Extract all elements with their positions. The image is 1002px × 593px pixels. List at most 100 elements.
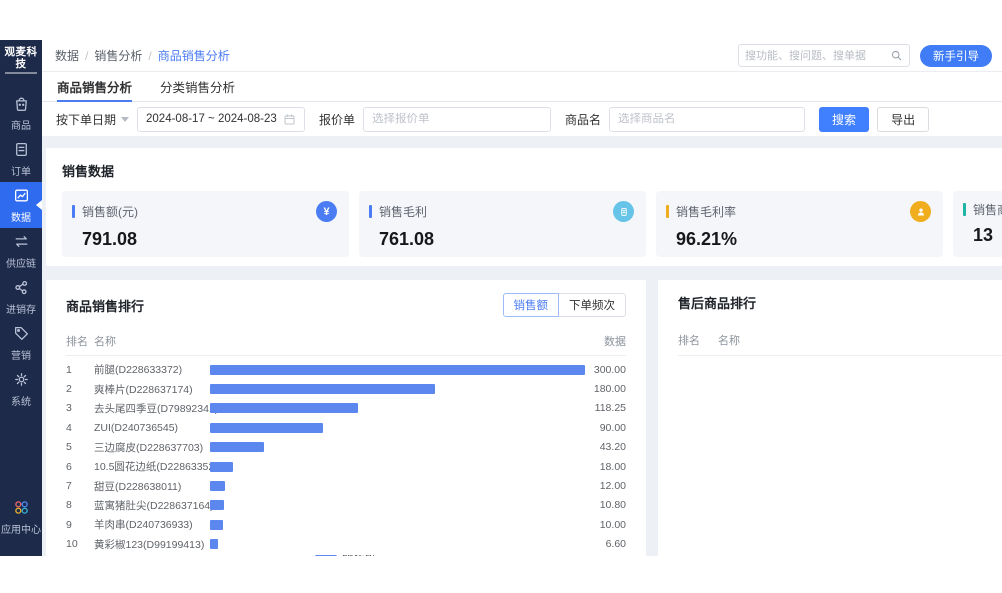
- tab-0[interactable]: 商品销售分析: [57, 72, 133, 102]
- aftersale-column-headers: 排名 名称: [678, 332, 1002, 356]
- ranking-column-headers: 排名 名称 数据: [66, 333, 626, 356]
- ranking-row-6: 6 10.5圆花边纸(D228633527) 18.00: [66, 457, 626, 476]
- date-type-select[interactable]: 按下单日期: [56, 111, 130, 128]
- ranking-row-5: 5 三边腐皮(D228637703) 43.20: [66, 438, 626, 457]
- ranking-row-1: 1 前腿(D228633372) 300.00: [66, 360, 626, 379]
- sales-bar[interactable]: [210, 403, 358, 414]
- stat-accent-bar: [666, 205, 669, 218]
- sales-bar[interactable]: [210, 539, 218, 550]
- guide-button[interactable]: 新手引导: [920, 44, 992, 67]
- aftersale-title: 售后商品排行: [678, 296, 757, 311]
- aftersale-col-rank: 排名: [678, 335, 700, 347]
- stat-card-2: 销售毛利率 96.21%: [656, 191, 943, 257]
- doc-icon: [613, 201, 634, 222]
- system-icon: [13, 371, 30, 393]
- date-range-picker[interactable]: [137, 106, 306, 132]
- aftersale-ranking-panel: 售后商品排行 排名 名称: [658, 280, 1002, 556]
- rank-number: 7: [66, 480, 72, 493]
- ranking-panels-row: 商品销售排行 销售额 下单频次 排名 名称 数据 1 前腿(D228633372) 3…: [46, 280, 1002, 556]
- export-button[interactable]: 导出: [877, 106, 930, 132]
- sidebar-item-6[interactable]: 系统: [0, 366, 42, 412]
- brand-logo: 观麦科技: [0, 40, 42, 78]
- ranking-row-7: 7 甜豆(D228638011) 12.00: [66, 476, 626, 495]
- ranking-row-10: 10 黄彩椒123(D99199413) 6.60: [66, 535, 626, 554]
- col-rank-header: 排名: [66, 336, 88, 348]
- sales-value: 180.00: [593, 383, 626, 396]
- sidebar-item-0[interactable]: 商品: [0, 90, 42, 136]
- stat-value: 791.08: [82, 229, 138, 249]
- sales-bar[interactable]: [210, 461, 233, 472]
- marketing-icon: [13, 325, 30, 347]
- sidebar-item-label: 进销存: [6, 304, 36, 316]
- sidebar-item-3[interactable]: 供应链: [0, 228, 42, 274]
- global-search[interactable]: [738, 44, 910, 67]
- chart-legend[interactable]: 销售额: [315, 554, 377, 556]
- breadcrumb-separator: /: [148, 48, 152, 63]
- sidebar-item-label: 营销: [11, 350, 31, 362]
- breadcrumb-item[interactable]: 商品销售分析: [157, 49, 230, 63]
- sidebar-item-4[interactable]: 进销存: [0, 274, 42, 320]
- sidebar-item-label: 系统: [11, 396, 31, 408]
- stat-card-top: 销售毛利率: [666, 201, 931, 222]
- global-search-input[interactable]: [745, 49, 890, 62]
- sales-value: 43.20: [599, 441, 626, 454]
- stat-accent-bar: [72, 205, 75, 218]
- stat-card-3: 销售商品数 13: [953, 191, 1002, 257]
- app-center-icon: [13, 499, 30, 521]
- breadcrumb: 数据 / 销售分析 / 商品销售分析: [55, 47, 230, 64]
- tabs-bar: 商品销售分析 分类销售分析: [42, 72, 1002, 102]
- product-select-input[interactable]: [618, 113, 797, 125]
- sales-bar[interactable]: [210, 500, 224, 511]
- topbar-right: 新手引导: [738, 44, 992, 67]
- aftersale-col-name: 名称: [718, 335, 740, 347]
- stat-value: 13: [973, 225, 994, 245]
- sidebar-item-1[interactable]: 订单: [0, 136, 42, 182]
- sales-bar[interactable]: [210, 422, 323, 433]
- person-icon: [910, 201, 931, 222]
- product-select[interactable]: [609, 106, 806, 132]
- stat-value: 96.21%: [676, 229, 738, 249]
- sales-bar[interactable]: [210, 481, 225, 492]
- quote-select-input[interactable]: [372, 113, 543, 125]
- stat-label: 销售商品数: [973, 203, 1002, 217]
- sales-bar[interactable]: [210, 364, 585, 375]
- sidebar-item-2[interactable]: 数据: [0, 182, 42, 229]
- sales-value: 18.00: [599, 460, 626, 473]
- ranking-row-9: 9 羊肉串(D240736933) 10.00: [66, 515, 626, 534]
- sales-bar[interactable]: [210, 442, 264, 453]
- sidebar-item-label: 应用中心: [1, 524, 41, 536]
- sales-value: 10.00: [599, 518, 626, 531]
- breadcrumb-item[interactable]: 销售分析: [94, 49, 143, 63]
- product-sales-ranking-panel: 商品销售排行 销售额 下单频次 排名 名称 数据 1 前腿(D228633372) 3…: [46, 280, 646, 556]
- stat-label: 销售毛利率: [676, 205, 737, 219]
- sales-data-title: 销售数据: [62, 164, 115, 179]
- sales-value: 12.00: [599, 480, 626, 493]
- stat-card-top: 销售额(元) ¥: [72, 201, 337, 222]
- date-range-input[interactable]: [146, 113, 284, 125]
- quote-select[interactable]: [363, 106, 552, 132]
- stat-accent-bar: [963, 203, 966, 216]
- sales-bar[interactable]: [210, 519, 223, 530]
- tab-1[interactable]: 分类销售分析: [160, 81, 236, 95]
- sales-bar[interactable]: [210, 384, 435, 395]
- inventory-icon: [13, 279, 30, 301]
- product-name: 前腿(D228633372): [94, 364, 183, 377]
- sidebar-item-label: 供应链: [6, 258, 36, 270]
- sidebar-item-5[interactable]: 营销: [0, 320, 42, 366]
- sidebar-item-app-center[interactable]: 应用中心: [0, 494, 42, 540]
- search-button[interactable]: 搜索: [819, 106, 870, 132]
- ranking-row-3: 3 去头尾四季豆(D79892341) 118.25: [66, 399, 626, 418]
- toggle-sales-amount[interactable]: 销售额: [502, 293, 559, 317]
- brand-logo-text: 观麦科技: [4, 46, 38, 70]
- search-icon: [891, 50, 902, 61]
- stat-label: 销售额(元): [82, 205, 138, 219]
- topbar: 数据 / 销售分析 / 商品销售分析 新手引导: [42, 40, 1002, 72]
- bar-zone: [210, 461, 590, 472]
- rank-number: 6: [66, 460, 72, 473]
- toggle-order-frequency[interactable]: 下单频次: [559, 293, 626, 317]
- ranking-row-4: 4 ZUI(D240736545) 90.00: [66, 418, 626, 437]
- breadcrumb-item[interactable]: 数据: [55, 49, 80, 63]
- col-name-header: 名称: [94, 336, 116, 348]
- bar-zone: [210, 500, 590, 511]
